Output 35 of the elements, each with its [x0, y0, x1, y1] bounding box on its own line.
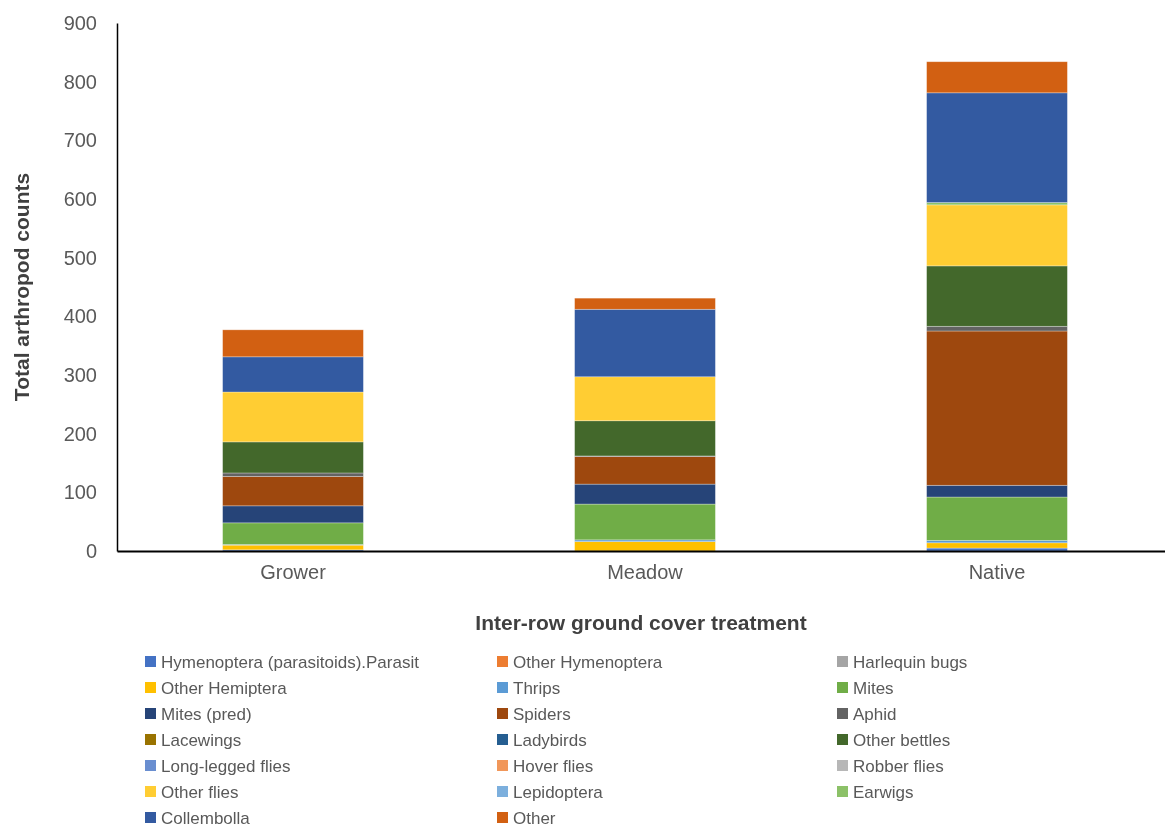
y-tick-label: 700 — [63, 129, 97, 152]
legend-label: Other Hymenoptera — [513, 653, 663, 672]
legend-label: Mites (pred) — [161, 705, 252, 724]
y-tick-label: 0 — [85, 539, 97, 562]
legend-label: Lacewings — [161, 731, 242, 750]
legend-label: Other Hemiptera — [161, 679, 288, 698]
legend-label: Robber flies — [853, 757, 944, 776]
legend-label: Collembolla — [161, 809, 251, 828]
y-tick-label: 500 — [63, 246, 97, 269]
x-axis-title: Inter-row ground cover treatment — [475, 611, 807, 634]
legend-label: Other flies — [161, 783, 239, 802]
x-tick-label: Meadow — [607, 561, 684, 584]
y-tick-label: 800 — [63, 70, 97, 93]
y-tick-label: 100 — [63, 481, 97, 504]
x-tick-label: Grower — [260, 561, 327, 584]
legend-label: Mites — [853, 679, 894, 698]
legend-label: Hymenoptera (parasitoids).Parasit — [161, 653, 420, 672]
legend-label: Lepidoptera — [513, 783, 604, 802]
y-tick-label: 200 — [63, 422, 97, 445]
legend-label: Spiders — [513, 705, 571, 724]
legend-label: Ladybirds — [513, 731, 587, 750]
legend-label: Aphid — [853, 705, 897, 724]
y-tick-label: 900 — [63, 11, 97, 34]
y-tick-label: 400 — [63, 305, 97, 328]
x-tick-label: Native — [968, 561, 1026, 584]
legend-label: Earwigs — [853, 783, 914, 802]
legend-label: Long-legged flies — [161, 757, 291, 776]
legend-label: Harlequin bugs — [853, 653, 968, 672]
y-tick-label: 600 — [63, 187, 97, 210]
legend-label: Hover flies — [513, 757, 594, 776]
y-axis-title: Total arthropod counts — [10, 172, 33, 402]
y-tick-label: 300 — [63, 363, 97, 386]
legend-label: Thrips — [513, 679, 561, 698]
legend-label: Other — [513, 809, 556, 828]
legend-label: Other bettles — [853, 731, 951, 750]
